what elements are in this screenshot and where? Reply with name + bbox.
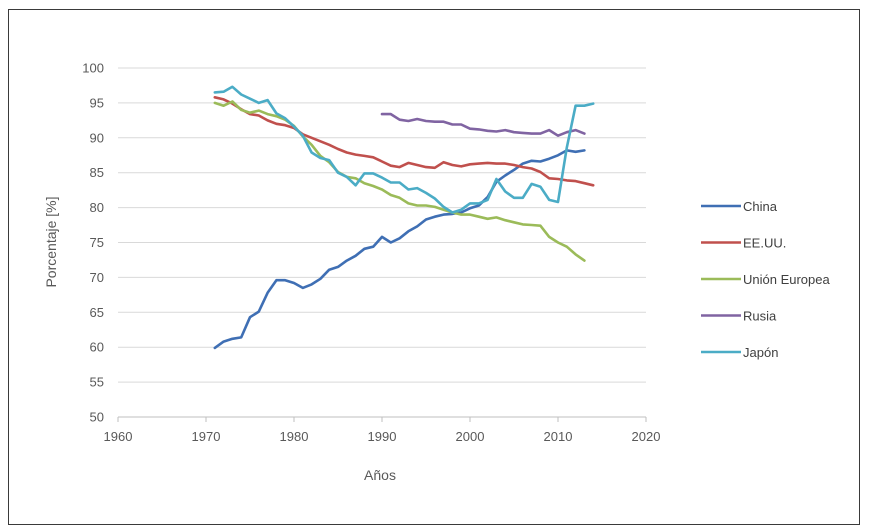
x-tick-label: 2020 [632, 429, 661, 444]
legend-label-rusia: Rusia [743, 309, 777, 324]
series-line-ee-uu [213, 96, 595, 187]
legend-label-japon: Japón [743, 345, 778, 360]
series-line-japon [213, 85, 595, 214]
y-tick-label: 70 [90, 270, 104, 285]
y-tick-label: 75 [90, 235, 104, 250]
legend-label-union-europea: Unión Europea [743, 272, 830, 287]
y-axis-title: Porcentaje [%] [43, 196, 59, 287]
x-tick-label: 1990 [368, 429, 397, 444]
series-line-china [213, 149, 586, 350]
x-axis-title: Años [364, 467, 396, 483]
legend-label-ee-uu: EE.UU. [743, 236, 786, 251]
y-tick-label: 85 [90, 165, 104, 180]
x-tick-label: 1960 [104, 429, 133, 444]
gridlines [118, 67, 646, 418]
legend-label-china: China [743, 199, 778, 214]
y-tick-label: 50 [90, 410, 104, 425]
y-tick-label: 60 [90, 340, 104, 355]
x-tick-label: 1970 [192, 429, 221, 444]
legend: China EE.UU. Unión Europea Rusia Japón [701, 199, 830, 360]
x-tick-label: 2010 [544, 429, 573, 444]
y-tick-label: 90 [90, 130, 104, 145]
series-line-rusia [380, 112, 586, 137]
y-tick-label: 95 [90, 95, 104, 110]
series-line-union-europea [213, 100, 586, 262]
y-tick-label: 65 [90, 305, 104, 320]
y-tick-label: 55 [90, 375, 104, 390]
x-tick-label: 2000 [456, 429, 485, 444]
chart-frame [8, 9, 860, 525]
x-tick-label: 1980 [280, 429, 309, 444]
axes: 50 55 60 65 70 75 80 85 90 95 100 1960 1970 1980 1990 2… [82, 61, 660, 445]
y-tick-label: 80 [90, 200, 104, 215]
series-lines [213, 85, 595, 350]
y-tick-label: 100 [82, 61, 104, 76]
